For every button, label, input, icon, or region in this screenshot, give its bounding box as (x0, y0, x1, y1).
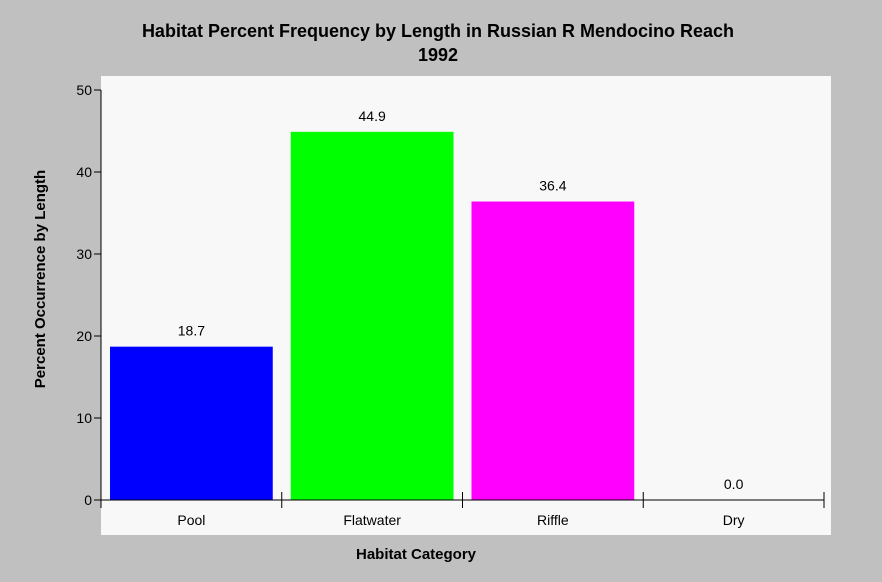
x-tick-label: Riffle (537, 512, 569, 528)
bar-flatwater (290, 131, 454, 500)
y-tick-label: 40 (76, 164, 92, 180)
data-label: 36.4 (539, 178, 566, 194)
y-axis-title: Percent Occurrence by Length (32, 170, 49, 388)
chart-title: Habitat Percent Frequency by Length in R… (142, 21, 734, 41)
y-tick-label: 30 (76, 246, 92, 262)
data-label: 44.9 (359, 108, 386, 124)
x-axis-title: Habitat Category (356, 546, 477, 563)
value-labels-group: 18.7 44.9 36.4 0.0 (178, 108, 744, 492)
y-tick-label: 20 (76, 328, 92, 344)
bar-pool (110, 346, 273, 500)
bar-riffle (471, 201, 635, 500)
y-tick-label: 0 (84, 492, 92, 508)
bars-group (110, 131, 635, 500)
x-tick-label: Flatwater (343, 512, 401, 528)
data-label: 18.7 (178, 323, 205, 339)
x-tick-label: Dry (723, 512, 745, 528)
y-tick-label: 10 (76, 410, 92, 426)
y-ticks-group: 0 10 20 30 40 50 (76, 82, 101, 508)
chart-subtitle: 1992 (418, 45, 458, 65)
y-tick-label: 50 (76, 82, 92, 98)
x-ticks-group: Pool Flatwater Riffle Dry (100, 492, 825, 528)
data-label: 0.0 (724, 476, 744, 492)
x-tick-label: Pool (177, 512, 205, 528)
